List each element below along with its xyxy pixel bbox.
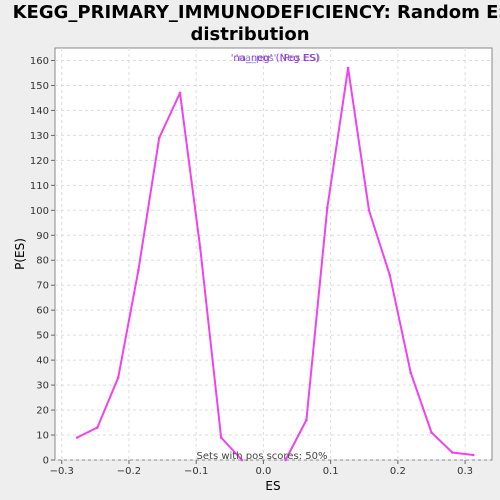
x-tick-label: −0.1 xyxy=(184,466,208,477)
data-point xyxy=(284,458,287,462)
x-tick-label: 0.1 xyxy=(323,466,339,477)
pos-scores-annotation: Sets with pos scores: 50% xyxy=(197,451,328,462)
y-tick-label: 150 xyxy=(30,81,49,92)
data-point xyxy=(430,431,433,434)
y-tick-label: 0 xyxy=(43,456,49,467)
y-tick-label: 30 xyxy=(36,381,49,392)
y-axis-label: P(ES) xyxy=(13,238,27,270)
data-point xyxy=(219,436,223,439)
x-tick-label: −0.2 xyxy=(117,466,141,477)
chart-title-line1: KEGG_PRIMARY_IMMUNODEFICIENCY: Random ES xyxy=(13,2,500,23)
y-tick-label: 120 xyxy=(30,156,49,167)
data-point xyxy=(137,268,140,272)
y-tick-label: 130 xyxy=(30,131,49,142)
y-tick-label: 20 xyxy=(36,406,49,417)
data-point xyxy=(75,436,79,439)
series-line xyxy=(284,67,474,461)
data-point xyxy=(346,66,350,70)
grid xyxy=(55,48,492,461)
y-axis: 0 10 20 30 40 50 60 70 80 90 100 110 120 130 140 150 160 xyxy=(30,56,55,467)
data-point xyxy=(96,426,99,429)
x-tick-label: 0.2 xyxy=(390,466,406,477)
data-point xyxy=(367,209,371,212)
data-point xyxy=(157,136,161,140)
y-tick-label: 160 xyxy=(30,56,49,67)
legend-entry-neg: 'na_neg' (Neg ES) xyxy=(231,53,320,64)
plot-area xyxy=(54,47,493,461)
y-tick-label: 60 xyxy=(36,306,49,317)
data-point xyxy=(409,371,412,374)
y-tick-label: 140 xyxy=(30,106,49,117)
y-tick-label: 50 xyxy=(36,331,49,342)
x-axis: −0.3 −0.2 −0.1 0.0 0.1 0.2 0.3 xyxy=(50,460,473,477)
data-point xyxy=(240,458,244,462)
x-tick-label: −0.3 xyxy=(50,466,74,477)
legend-entry-pos: 'na_pos' (Pos ES) xyxy=(236,53,321,64)
data-point xyxy=(471,453,475,457)
y-tick-label: 10 xyxy=(36,431,49,442)
data-point xyxy=(198,246,202,250)
chart-title-line2: distribution xyxy=(190,24,309,45)
data-point xyxy=(305,418,308,422)
y-tick-label: 40 xyxy=(36,356,49,367)
data-point xyxy=(451,451,454,454)
data-point xyxy=(178,91,182,95)
y-tick-label: 80 xyxy=(36,256,49,267)
data-point xyxy=(325,206,329,210)
x-tick-label: 0.0 xyxy=(255,466,271,477)
data-point xyxy=(116,376,120,379)
y-tick-label: 90 xyxy=(36,231,49,242)
data-point xyxy=(388,273,392,277)
y-tick-label: 110 xyxy=(30,181,49,192)
y-tick-label: 70 xyxy=(36,281,49,292)
x-axis-label: ES xyxy=(265,479,280,493)
x-tick-label: 0.3 xyxy=(457,466,473,477)
series-group xyxy=(75,66,475,462)
y-tick-label: 100 xyxy=(30,206,49,217)
